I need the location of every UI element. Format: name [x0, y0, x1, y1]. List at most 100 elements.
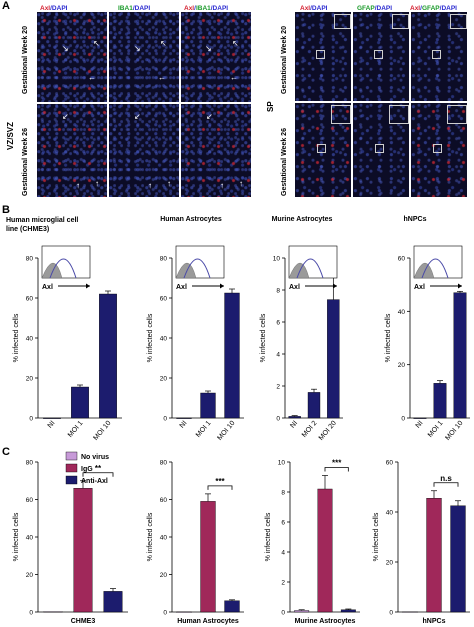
left-week20-label: Gestational Week 20: [22, 26, 29, 94]
arrow-icon: ↖: [160, 39, 167, 48]
histogram-axl: [421, 258, 449, 279]
zoom-box: [375, 144, 384, 153]
micrograph-sp-w26-axl: [295, 103, 351, 197]
y-tick-label: 60: [26, 497, 34, 504]
x-tick-label: MOI 1: [427, 420, 445, 439]
channel-label-part: /DAPI: [50, 5, 68, 12]
zoom-box: [374, 50, 383, 59]
significance-bracket: [324, 467, 349, 472]
right-week26-label: Gestational Week 26: [281, 128, 288, 196]
y-axis-label: % infected cells: [373, 512, 380, 561]
bar: [43, 417, 61, 419]
channel-label-part: /: [420, 5, 422, 12]
y-tick-label: 60: [160, 296, 168, 303]
y-tick-label: 40: [26, 336, 34, 343]
histogram-control: [288, 262, 310, 279]
arrow-icon: ↘: [205, 44, 212, 53]
y-tick-label: 80: [26, 256, 34, 263]
significance-label: ***: [332, 459, 342, 468]
significance-label: **: [95, 464, 102, 473]
chart-title: CHME3: [71, 618, 96, 625]
micrograph-vz-w26-iba1: [109, 104, 179, 197]
bar: [307, 392, 321, 419]
significance-bracket: [207, 485, 233, 490]
inset-histogram-frame: [175, 245, 225, 279]
arrow-icon: ↙: [134, 112, 141, 121]
x-tick-label: MOI 10: [216, 420, 236, 442]
arrow-icon: ↖: [232, 39, 239, 48]
channel-label-part: Axl: [410, 5, 421, 12]
bar: [103, 591, 123, 613]
zoom-inset: [392, 14, 409, 29]
legend-label: Anti-Axl: [81, 478, 108, 485]
channel-label-part: Axl: [300, 5, 311, 12]
y-tick-label: 20: [26, 376, 34, 383]
significance-bracket: [433, 482, 459, 487]
y-axis-label: % infected cells: [13, 313, 20, 362]
y-tick-label: 40: [398, 309, 406, 316]
y-tick-label: 0: [163, 416, 167, 423]
legend-swatch: [65, 463, 78, 473]
x-tick-label: MOI 1: [67, 420, 85, 439]
micrograph-sp-w20-merge: [411, 12, 467, 101]
y-tick-label: 2: [276, 384, 280, 391]
histogram-axl: [49, 258, 77, 279]
zoom-box: [316, 50, 325, 59]
y-tick-label: 80: [160, 460, 168, 467]
chart-title: Human Astrocytes: [160, 216, 222, 223]
x-tick-label: MOI 10: [444, 420, 464, 442]
y-tick-label: 80: [160, 256, 168, 263]
chart-title: Human Astrocytes: [177, 618, 239, 625]
bar: [73, 488, 93, 613]
channel-label-part: GFAP: [421, 5, 440, 12]
significance-label: n.s: [440, 474, 452, 483]
channel-label-part: /DAPI: [210, 5, 229, 12]
micrograph-sp-w26-merge: [411, 103, 467, 197]
y-tick-label: 60: [398, 256, 406, 263]
y-tick-label: 80: [26, 460, 34, 467]
chart-title: Murine Astrocytes: [271, 216, 333, 223]
channel-label-part: /DAPI: [132, 5, 151, 12]
chart-title: hNPCs: [423, 618, 446, 625]
y-tick-label: 8: [281, 490, 285, 497]
legend-label: No virus: [81, 454, 109, 461]
chart-title: Human microglial cell line (CHME3): [6, 217, 79, 233]
y-tick-label: 8: [276, 288, 280, 295]
bar: [176, 611, 192, 613]
inset-histogram-frame: [413, 245, 463, 279]
y-tick-label: 0: [29, 416, 33, 423]
y-tick-label: 0: [29, 610, 33, 617]
zoom-inset: [334, 14, 351, 29]
micrograph-vz-w20-merge: [181, 12, 251, 102]
legend-label: IgG: [81, 466, 93, 473]
y-tick-label: 4: [276, 352, 280, 359]
channel-label-part: /: [194, 5, 196, 12]
y-axis-label: % infected cells: [260, 313, 267, 362]
bar: [327, 299, 340, 419]
y-tick-label: 60: [386, 460, 394, 467]
channel-label-part: IBA1: [118, 5, 133, 12]
y-tick-label: 60: [160, 497, 168, 504]
y-tick-label: 2: [281, 580, 285, 587]
arrow-right-icon: [458, 283, 462, 289]
arrow-icon: ↑: [76, 181, 80, 190]
channel-label-right-2: GFAP/DAPI: [357, 5, 392, 12]
channel-label-part: /DAPI: [310, 5, 328, 12]
bar: [426, 498, 442, 613]
arrow-icon: ↑: [167, 179, 171, 188]
bar: [43, 611, 63, 613]
histogram-axl: [183, 258, 211, 279]
micrograph-vz-w20-iba1: [109, 12, 179, 102]
channel-label-part: IBA1: [195, 5, 211, 12]
channel-label-part: /DAPI: [439, 5, 457, 12]
inset-histogram-frame: [288, 245, 338, 279]
arrow-icon: ←: [230, 73, 238, 82]
channel-label-left-2: IBA1/DAPI: [118, 5, 150, 12]
zoom-box: [433, 144, 442, 153]
arrow-icon: ←: [158, 73, 166, 82]
vz-svz-label: VZ/SVZ: [6, 121, 15, 150]
panel-a-letter: A: [2, 0, 10, 12]
y-tick-label: 0: [276, 416, 280, 423]
x-tick-label: NI: [289, 420, 299, 430]
micrograph-sp-w20-gfap: [353, 12, 409, 101]
